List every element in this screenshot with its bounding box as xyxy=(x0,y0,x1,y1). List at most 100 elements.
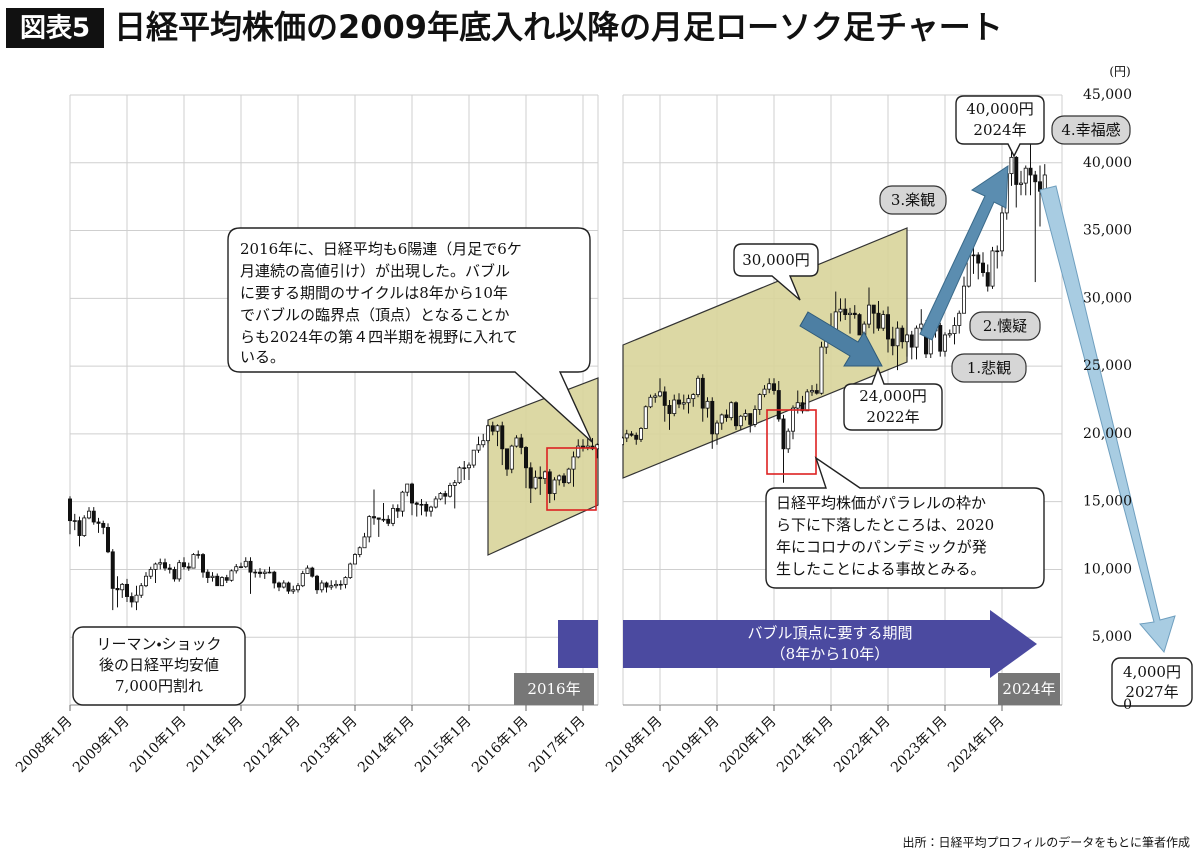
callout-text: でバブルの臨界点（頂点）となることか xyxy=(240,306,510,324)
candle-body xyxy=(106,527,111,553)
candle-body xyxy=(943,334,948,352)
candle-body xyxy=(68,498,73,522)
candle-body xyxy=(677,399,682,405)
candle-body xyxy=(886,314,891,340)
x-tick-label: 2024年1月 xyxy=(945,713,1008,776)
callout-box xyxy=(733,243,819,301)
price-label: 30,000円 xyxy=(742,251,810,269)
candle-body xyxy=(139,585,144,596)
candle-body xyxy=(1023,167,1028,184)
candle-body xyxy=(82,517,87,536)
candle-body xyxy=(700,377,705,409)
x-tick-label: 2021年1月 xyxy=(774,713,837,776)
candle-body xyxy=(743,413,748,417)
candle-body xyxy=(471,449,476,466)
candle-body xyxy=(1019,182,1024,185)
highlight-box xyxy=(766,409,817,475)
candle-body xyxy=(947,333,952,336)
candle-body xyxy=(672,399,677,414)
candle-body xyxy=(210,575,215,578)
phase-pill xyxy=(879,185,947,215)
x-tick-label: 2019年1月 xyxy=(660,713,723,776)
candle-body xyxy=(533,476,538,489)
candle-body xyxy=(715,422,720,435)
candle-body xyxy=(262,571,267,574)
year-label: 2016年 xyxy=(527,680,580,698)
candle-body xyxy=(914,327,919,348)
candle-body xyxy=(848,312,853,316)
candle-body xyxy=(433,498,438,508)
source-note: 出所：日経平均プロフィルのデータをもとに筆者作成 xyxy=(902,835,1190,850)
candle-body xyxy=(181,562,186,568)
candle-body xyxy=(990,250,995,287)
candle-body xyxy=(772,383,777,391)
candle-body xyxy=(805,391,810,412)
candle-body xyxy=(281,582,286,588)
candle-body xyxy=(639,428,644,440)
x-tick-label: 2017年1月 xyxy=(526,713,589,776)
phase-pill xyxy=(1051,115,1131,145)
candle-body xyxy=(881,314,886,329)
period-arrow xyxy=(623,610,1037,678)
candle-body xyxy=(595,444,600,450)
x-tick-label: 2020年1月 xyxy=(717,713,780,776)
candle-body xyxy=(481,440,486,446)
candle-body xyxy=(781,418,786,450)
callout-text: 2016年に、日経平均も6陽連（月足で6ケ xyxy=(240,240,522,258)
x-tick-label: 2016年1月 xyxy=(469,713,532,776)
phase-pill xyxy=(951,353,1027,383)
candle-body xyxy=(971,254,976,257)
price-label: 24,000円 xyxy=(859,387,927,405)
candle-body xyxy=(324,582,329,588)
candle-body xyxy=(658,391,663,397)
price-label: 2024年 xyxy=(973,121,1026,139)
price-label: 4,000円 xyxy=(1123,663,1181,681)
y-tick-label: 25,000 xyxy=(1083,358,1132,374)
candle-body xyxy=(395,508,400,512)
callout-text: 月連続の高値引け）が出現した。バブル xyxy=(240,262,510,280)
y-tick-label: 5,000 xyxy=(1092,629,1132,645)
candle-body xyxy=(257,571,262,574)
candle-body xyxy=(691,394,696,400)
candle-body xyxy=(248,560,253,573)
candle-body xyxy=(667,405,672,414)
candle-body xyxy=(476,444,481,451)
candle-body xyxy=(191,554,196,569)
year-box xyxy=(514,673,594,705)
candle-body xyxy=(162,562,167,569)
candle-body xyxy=(738,415,743,427)
candle-body xyxy=(300,573,305,587)
candle-body xyxy=(381,518,386,521)
candle-body xyxy=(500,425,505,450)
y-tick-label: 0 xyxy=(1123,697,1132,713)
callout-text: 7,000円割れ xyxy=(115,677,203,695)
highlight-box xyxy=(546,447,597,511)
candle-body xyxy=(215,575,220,587)
candle-body xyxy=(371,516,376,519)
candle-body xyxy=(115,588,120,591)
candle-body xyxy=(538,476,543,480)
callout-box xyxy=(72,626,246,706)
candle-body xyxy=(909,334,914,348)
candle-body xyxy=(952,325,957,334)
candle-body xyxy=(267,571,272,574)
candles xyxy=(68,132,1047,611)
candle-body xyxy=(414,502,419,505)
candle-body xyxy=(367,516,372,538)
candle-body xyxy=(662,391,667,406)
candle-body xyxy=(386,518,391,524)
candle-body xyxy=(629,433,634,436)
y-unit: (円) xyxy=(1109,65,1130,79)
candle-body xyxy=(643,406,648,429)
candle-body xyxy=(819,346,824,394)
candle-body xyxy=(871,304,876,314)
phase-label: 4.幸福感 xyxy=(1061,121,1120,139)
candle-body xyxy=(696,377,701,395)
candle-body xyxy=(791,407,796,432)
callout-box xyxy=(955,95,1045,158)
candle-body xyxy=(348,563,353,578)
callout-text: 日経平均株価がパラレルの枠か xyxy=(776,494,986,512)
candle-body xyxy=(286,582,291,592)
candle-body xyxy=(319,582,324,591)
